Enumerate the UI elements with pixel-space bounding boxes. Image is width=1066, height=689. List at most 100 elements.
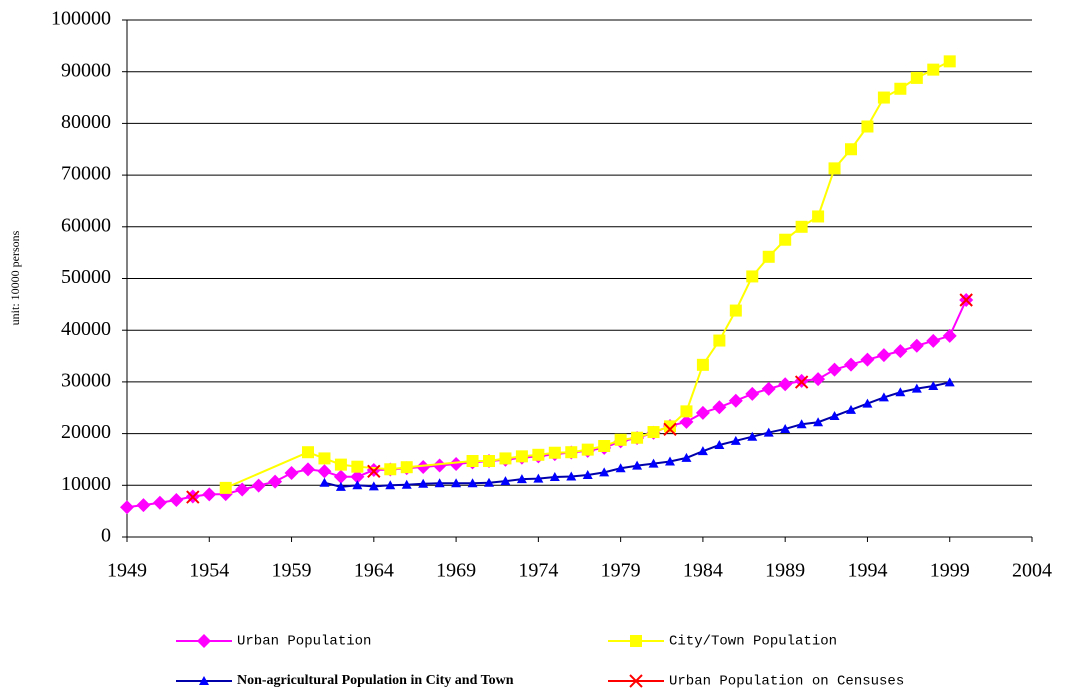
marker bbox=[860, 352, 875, 367]
x-tick-label: 1974 bbox=[518, 560, 558, 582]
marker bbox=[812, 210, 825, 223]
marker bbox=[629, 674, 643, 688]
marker bbox=[747, 431, 758, 441]
marker bbox=[516, 474, 527, 484]
marker bbox=[813, 417, 824, 427]
marker bbox=[944, 377, 955, 387]
marker bbox=[335, 481, 346, 491]
y-axis-label: unit: 10000 persons bbox=[8, 230, 22, 325]
marker bbox=[418, 478, 429, 488]
marker bbox=[796, 419, 807, 429]
marker bbox=[581, 443, 594, 456]
marker bbox=[681, 452, 692, 462]
marker bbox=[301, 462, 315, 477]
marker bbox=[909, 338, 924, 353]
y-tick-label: 30000 bbox=[61, 369, 111, 391]
y-tick-label: 80000 bbox=[61, 111, 111, 133]
marker bbox=[878, 392, 889, 402]
marker bbox=[928, 381, 939, 391]
x-tick-label: 1979 bbox=[601, 560, 641, 582]
y-tick-label: 40000 bbox=[61, 318, 111, 340]
marker bbox=[632, 460, 643, 470]
marker bbox=[199, 676, 209, 685]
marker bbox=[284, 466, 299, 481]
marker bbox=[746, 270, 759, 283]
marker bbox=[350, 469, 365, 484]
marker bbox=[745, 386, 760, 401]
marker bbox=[679, 414, 694, 429]
marker bbox=[318, 452, 331, 465]
marker bbox=[910, 71, 923, 84]
marker bbox=[893, 344, 908, 359]
marker bbox=[663, 422, 677, 437]
marker bbox=[515, 450, 528, 463]
marker bbox=[302, 446, 314, 459]
marker bbox=[434, 478, 445, 488]
marker bbox=[368, 481, 379, 491]
marker bbox=[827, 362, 842, 377]
x-tick-label: 1959 bbox=[272, 560, 312, 582]
x-tick-label: 1964 bbox=[354, 560, 394, 582]
x-tick-label: 1984 bbox=[683, 560, 723, 582]
marker bbox=[599, 467, 610, 477]
marker bbox=[780, 423, 791, 433]
marker bbox=[763, 427, 774, 437]
marker bbox=[779, 233, 792, 246]
marker bbox=[483, 455, 495, 468]
marker bbox=[466, 455, 479, 468]
marker bbox=[630, 635, 642, 647]
marker bbox=[499, 452, 512, 465]
marker bbox=[862, 398, 873, 408]
marker bbox=[829, 411, 840, 421]
legend-item: Urban Population on Censuses bbox=[608, 674, 904, 689]
x-tick-label: 1999 bbox=[930, 560, 970, 582]
marker bbox=[845, 143, 857, 156]
marker bbox=[598, 440, 611, 453]
marker bbox=[664, 420, 676, 433]
y-tick-label: 90000 bbox=[61, 59, 111, 81]
x-tick-label: 1989 bbox=[765, 560, 805, 582]
marker bbox=[416, 459, 431, 474]
series-line bbox=[225, 60, 951, 489]
marker bbox=[614, 433, 627, 446]
marker bbox=[186, 490, 200, 504]
marker bbox=[714, 439, 725, 449]
marker bbox=[384, 463, 397, 476]
legend-label: City/Town Population bbox=[669, 634, 837, 650]
marker bbox=[844, 357, 858, 372]
y-tick-label: 10000 bbox=[61, 473, 111, 495]
marker bbox=[943, 55, 956, 68]
marker bbox=[367, 464, 381, 478]
marker bbox=[712, 400, 727, 415]
marker bbox=[533, 473, 544, 483]
marker bbox=[351, 460, 364, 473]
legend-item: City/Town Population bbox=[608, 634, 837, 650]
x-tick-label: 2004 bbox=[1012, 560, 1052, 582]
marker bbox=[728, 393, 743, 408]
y-tick-label: 70000 bbox=[61, 163, 111, 185]
marker bbox=[729, 304, 742, 317]
marker bbox=[811, 372, 826, 387]
marker bbox=[385, 480, 396, 490]
y-tick-label: 50000 bbox=[61, 266, 111, 288]
marker bbox=[251, 478, 266, 493]
marker bbox=[319, 477, 330, 487]
x-tick-label: 1969 bbox=[436, 560, 476, 582]
marker bbox=[648, 458, 659, 468]
marker bbox=[647, 426, 660, 439]
marker bbox=[894, 82, 907, 95]
marker bbox=[432, 458, 447, 473]
marker bbox=[696, 358, 709, 371]
marker bbox=[401, 479, 412, 489]
marker bbox=[136, 498, 151, 513]
y-tick-label: 100000 bbox=[51, 8, 111, 30]
marker bbox=[861, 120, 874, 133]
x-tick-label: 1949 bbox=[107, 560, 147, 582]
marker bbox=[219, 481, 232, 494]
marker bbox=[695, 405, 710, 420]
series-line bbox=[126, 299, 968, 509]
marker bbox=[615, 463, 626, 473]
legend-item: Urban Population bbox=[176, 634, 371, 650]
marker bbox=[202, 487, 217, 502]
